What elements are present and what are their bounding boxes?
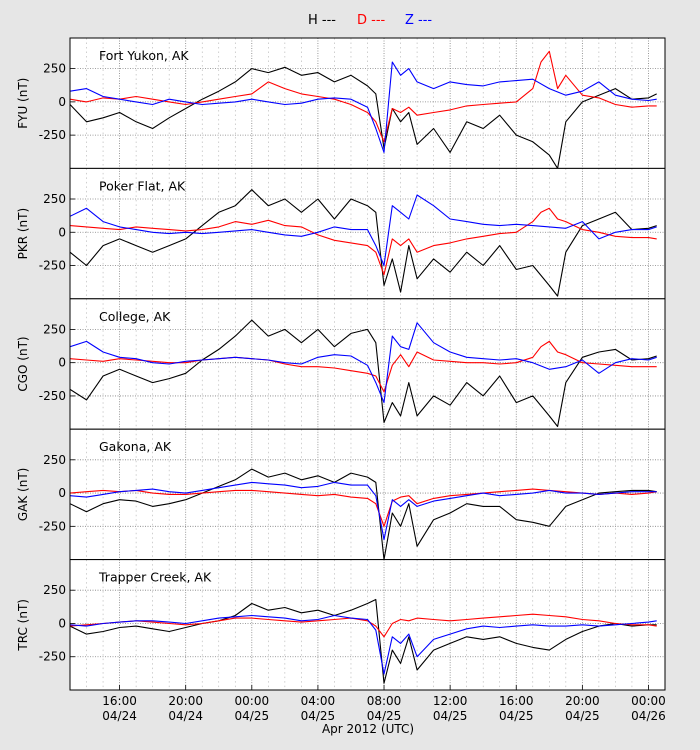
- x-tick-date: 04/25: [433, 709, 468, 723]
- series-z: [70, 614, 657, 675]
- x-tick-date: 04/25: [499, 709, 534, 723]
- x-tick-date: 04/26: [631, 709, 666, 723]
- panel-1: 250 0 -250 Poker Flat, AK PKR (nT): [16, 167, 666, 300]
- site-name: Fort Yukon, AK: [99, 48, 189, 63]
- series-group: [70, 468, 657, 560]
- x-tick-date: 04/25: [565, 709, 600, 723]
- y-axis-label: CGO (nT): [16, 336, 30, 391]
- panel-0: 250 0 -250 Fort Yukon, AK FYU (nT): [16, 37, 666, 169]
- legend-h: H ---: [308, 13, 336, 28]
- series-group: [70, 189, 657, 297]
- y-tick-label: 250: [43, 322, 66, 336]
- series-z: [70, 322, 657, 404]
- y-tick-label: 250: [43, 453, 66, 467]
- series-group: [70, 50, 657, 169]
- x-tick-time: 08:00: [367, 694, 402, 708]
- x-tick-time: 00:00: [631, 694, 666, 708]
- y-tick-label: -250: [39, 389, 66, 403]
- series-d: [70, 613, 657, 638]
- series-z: [70, 194, 657, 267]
- legend-z: Z ---: [405, 13, 432, 28]
- series-d: [70, 207, 657, 276]
- x-tick-time: 20:00: [565, 694, 600, 708]
- x-tick-date: 04/25: [301, 709, 336, 723]
- legend: H --- D --- Z ---: [308, 13, 432, 28]
- y-tick-label: -250: [39, 259, 66, 273]
- series-z: [70, 481, 657, 541]
- series-h: [70, 468, 657, 560]
- y-tick-label: 0: [58, 225, 66, 239]
- series-d: [70, 50, 657, 143]
- y-tick-label: 0: [58, 486, 66, 500]
- y-axis-label: GAK (nT): [16, 468, 30, 522]
- y-tick-label: 250: [43, 192, 66, 206]
- series-d: [70, 340, 657, 393]
- y-tick-label: 250: [43, 583, 66, 597]
- y-tick-label: -250: [39, 128, 66, 142]
- x-tick-time: 12:00: [433, 694, 468, 708]
- y-tick-label: -250: [39, 519, 66, 533]
- y-axis-label: FYU (nT): [16, 78, 30, 129]
- x-tick-date: 04/25: [367, 709, 402, 723]
- x-tick-date: 04/24: [168, 709, 203, 723]
- panels: 250 0 -250 Fort Yukon, AK FYU (nT) 250 0 -250 Po…: [16, 37, 666, 723]
- site-name: College, AK: [99, 309, 171, 324]
- x-tick-time: 20:00: [168, 694, 203, 708]
- legend-d: D ---: [357, 13, 386, 28]
- plot-border: [69, 559, 666, 691]
- series-h: [70, 598, 657, 684]
- y-tick-label: 0: [58, 95, 66, 109]
- panel-3: 250 0 -250 Gakona, AK GAK (nT): [16, 428, 666, 561]
- panel-2: 250 0 -250 College, AK CGO (nT): [16, 298, 666, 430]
- series-h: [70, 189, 657, 297]
- site-name: Gakona, AK: [99, 439, 172, 454]
- series-h: [70, 319, 657, 428]
- y-tick-label: 0: [58, 356, 66, 370]
- x-axis: 16:0004/2420:0004/2400:0004/2504:0004/25…: [102, 685, 666, 723]
- site-name: Trapper Creek, AK: [98, 570, 212, 585]
- x-tick-date: 04/25: [235, 709, 270, 723]
- series-group: [70, 319, 657, 428]
- x-tick-time: 16:00: [499, 694, 534, 708]
- y-axis-label: PKR (nT): [16, 208, 30, 260]
- x-tick-time: 04:00: [301, 694, 336, 708]
- series-group: [70, 598, 657, 684]
- y-axis-label: TRC (nT): [16, 599, 30, 652]
- y-tick-label: 0: [58, 616, 66, 630]
- y-tick-label: 250: [43, 62, 66, 76]
- x-axis-label: Apr 2012 (UTC): [322, 722, 414, 736]
- x-tick-time: 00:00: [235, 694, 270, 708]
- y-tick-label: -250: [39, 650, 66, 664]
- x-tick-time: 16:00: [102, 694, 137, 708]
- panel-4: 250 0 -250 Trapper Creek, AK TRC (nT): [16, 559, 666, 691]
- x-tick-date: 04/24: [102, 709, 137, 723]
- site-name: Poker Flat, AK: [99, 178, 186, 193]
- series-z: [70, 61, 657, 153]
